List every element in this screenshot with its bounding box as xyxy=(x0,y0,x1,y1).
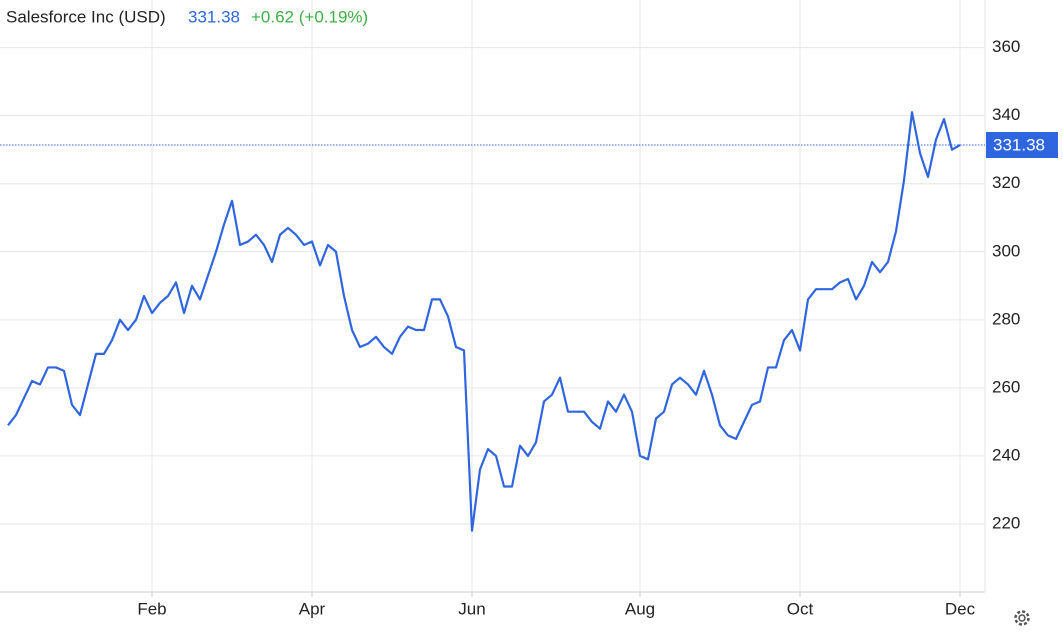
y-tick-label: 300 xyxy=(992,241,1020,260)
settings-icon[interactable] xyxy=(1014,610,1030,626)
price: 331.38 xyxy=(188,7,240,26)
y-tick-label: 360 xyxy=(992,37,1020,56)
y-tick-label: 260 xyxy=(992,377,1020,396)
y-tick-label: 320 xyxy=(992,173,1020,192)
x-tick-label: Apr xyxy=(299,599,326,618)
y-tick-label: 280 xyxy=(992,309,1020,328)
x-tick-label: Oct xyxy=(787,599,814,618)
y-tick-label: 340 xyxy=(992,105,1020,124)
x-tick-label: Aug xyxy=(625,599,655,618)
price-line xyxy=(7,111,961,532)
y-tick-label: 220 xyxy=(992,513,1020,532)
price-change: +0.62 (+0.19%) xyxy=(251,7,368,26)
price-tag xyxy=(986,132,1058,159)
x-tick-label: Feb xyxy=(137,599,166,618)
x-tick-label: Jun xyxy=(458,599,485,618)
y-tick-label: 240 xyxy=(992,445,1020,464)
price-tag-label: 331.38 xyxy=(993,135,1045,154)
chart-title: Salesforce Inc (USD) xyxy=(6,7,166,26)
x-tick-label: Dec xyxy=(945,599,976,618)
